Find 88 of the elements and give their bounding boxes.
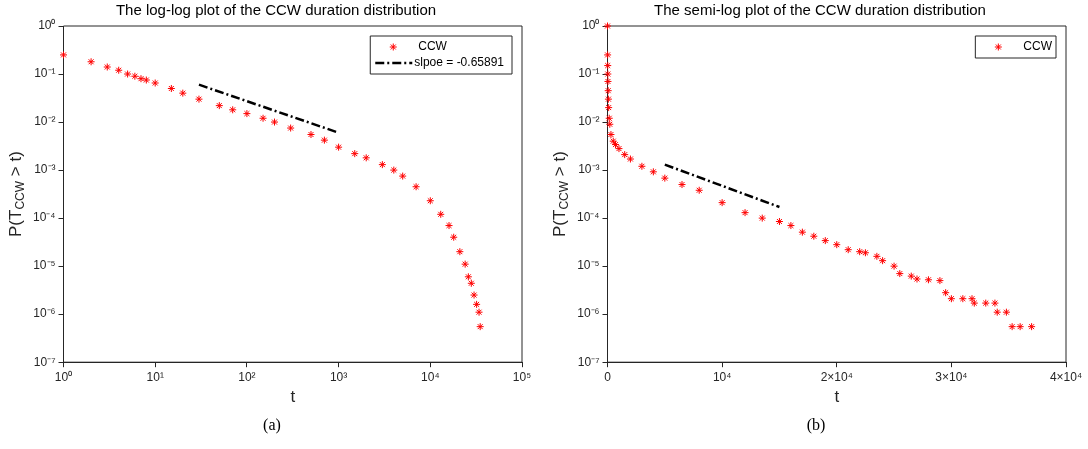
point <box>890 262 899 271</box>
point <box>1016 322 1025 331</box>
point <box>603 77 612 86</box>
point <box>786 221 795 230</box>
y-tick-label: 10⁰ <box>38 18 56 33</box>
x-tick-label: 10² <box>238 369 256 384</box>
y-tick-label: 10⁻⁶ <box>577 306 600 321</box>
point <box>678 180 687 189</box>
point <box>872 252 881 261</box>
point <box>924 275 933 284</box>
point <box>604 86 613 95</box>
point <box>741 208 750 217</box>
legend-label: CCW <box>1023 39 1053 54</box>
point <box>611 140 620 149</box>
y-tick-label: 10⁻¹ <box>34 66 56 81</box>
text: (a) <box>262 416 282 434</box>
point <box>605 114 614 123</box>
point <box>941 288 950 297</box>
y-tick-label: 10⁻⁷ <box>577 354 600 369</box>
x-tick-label: 3×10⁴ <box>935 369 968 384</box>
x-tick-label: 10⁰ <box>54 369 73 384</box>
y-axis-title: P(TCCW > t) <box>549 151 572 237</box>
y-tick-label: 10⁻⁴ <box>576 210 600 225</box>
point <box>695 186 704 195</box>
y-tick-label: 10⁻⁵ <box>577 258 600 273</box>
chart-title: The semi-log plot of the CCW duration distribution <box>654 1 986 19</box>
y-tick-label: 10⁻³ <box>578 162 600 177</box>
point <box>809 232 818 241</box>
point <box>855 247 864 256</box>
point <box>603 22 612 30</box>
point <box>603 70 612 79</box>
point <box>861 248 870 257</box>
point <box>604 103 613 112</box>
point <box>798 228 807 237</box>
point <box>1008 322 1017 331</box>
x-tick-label: 10¹ <box>146 369 164 384</box>
x-tick-label: 10⁵ <box>512 369 532 384</box>
point <box>844 245 853 254</box>
point <box>605 120 614 129</box>
y-tick-label: 10⁻² <box>34 114 56 129</box>
point <box>947 294 956 303</box>
point <box>993 308 1002 317</box>
x-tick-label: 10⁴ <box>421 369 440 384</box>
point <box>718 198 727 207</box>
y-tick-label: 10⁻⁵ <box>33 258 56 273</box>
point <box>1002 308 1011 317</box>
point <box>660 174 669 183</box>
y-axis-title: P(TCCW > t) <box>5 151 28 237</box>
point <box>606 130 615 139</box>
y-tick-label: 10⁻² <box>578 114 600 129</box>
point <box>758 214 767 223</box>
point <box>912 275 921 283</box>
point <box>604 95 613 104</box>
point <box>895 269 904 278</box>
point <box>626 155 635 164</box>
x-tick-label: 0 <box>604 369 612 384</box>
legend-label: CCW <box>418 39 448 54</box>
x-tick-label: 10³ <box>329 369 348 384</box>
point <box>775 217 784 226</box>
point <box>832 240 841 249</box>
chart-title: The log-log plot of the CCW duration distribution <box>115 1 437 19</box>
x-tick-label: 10⁴ <box>712 369 732 384</box>
point <box>990 299 999 308</box>
y-tick-label: 10⁻³ <box>34 162 56 177</box>
point <box>958 294 967 303</box>
y-tick-label: 10⁰ <box>582 18 600 33</box>
point <box>637 162 646 171</box>
point <box>981 299 990 308</box>
point <box>614 144 623 153</box>
x-tick-label: 4×10⁴ <box>1049 369 1083 384</box>
point <box>935 276 944 285</box>
point <box>603 61 612 70</box>
point <box>620 150 629 159</box>
y-tick-label: 10⁻⁶ <box>33 306 56 321</box>
y-tick-label: 10⁻⁷ <box>33 354 56 369</box>
point <box>878 256 887 265</box>
point <box>603 50 612 59</box>
point <box>1027 322 1036 331</box>
text: (b) <box>805 416 827 434</box>
point <box>907 272 916 281</box>
x-tick-label: 2×10⁴ <box>820 369 853 384</box>
y-tick-label: 10⁻¹ <box>578 66 600 81</box>
point <box>649 167 658 176</box>
y-tick-label: 10⁻⁴ <box>32 210 56 225</box>
point <box>821 236 830 245</box>
legend-label: slpoe = -0.65891 <box>414 55 505 70</box>
x-axis-title: t <box>834 387 840 407</box>
x-axis-title: t <box>290 387 296 407</box>
